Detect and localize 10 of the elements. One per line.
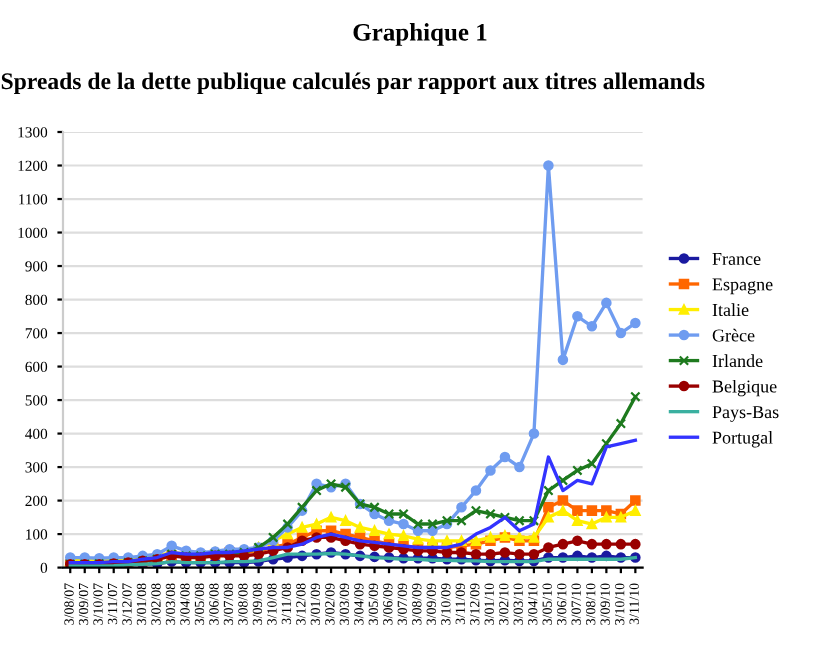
chart-subtitle: Spreads de la dette publique calculés par rapport aux titres allemands [1,72,705,95]
legend-label: Italie [712,303,749,317]
legend-label: Irlande [712,354,763,368]
legend-label: Belgique [712,379,777,397]
legend-label: Grèce [712,328,755,342]
legend-label: Espagne [712,278,773,295]
legend-label: Portugal [712,431,773,448]
chart-title: Graphique 1 [353,23,487,46]
legend-label: Pays-Bas [712,406,779,422]
legend-label: France [712,252,761,265]
